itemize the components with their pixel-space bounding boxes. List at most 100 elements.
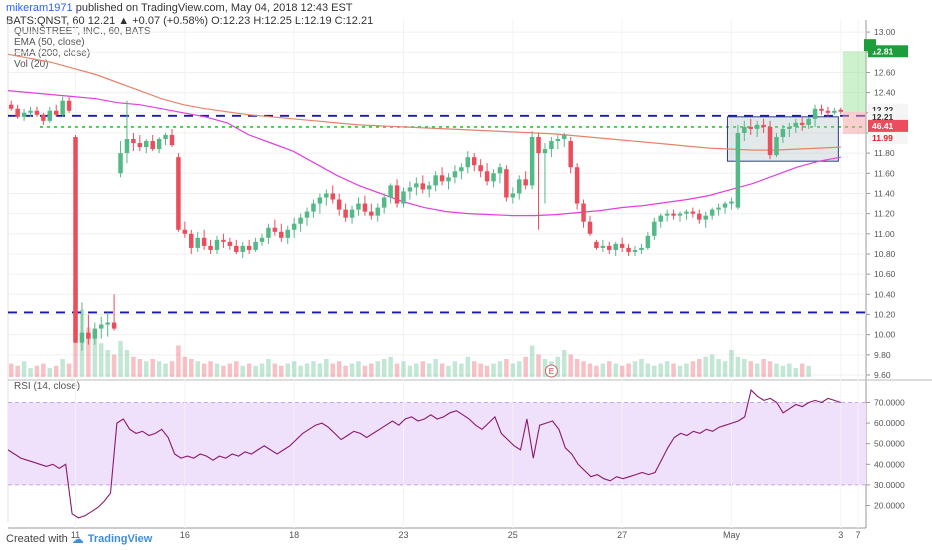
volume-bar <box>799 363 805 377</box>
volume-bar <box>774 363 779 377</box>
candle-body <box>806 118 811 125</box>
candle-body <box>542 149 548 154</box>
ema50-line <box>7 90 841 217</box>
candle-body <box>639 247 644 250</box>
volume-bar <box>259 363 265 377</box>
candle-body <box>259 237 265 242</box>
volume-bar <box>221 365 226 377</box>
price-tick-label: 10.00 <box>874 330 896 340</box>
volume-bar <box>671 363 676 377</box>
volume-bar <box>684 363 689 377</box>
candle-body <box>555 139 561 142</box>
price-axis-label-bg <box>868 110 908 123</box>
volume-bar <box>304 363 310 377</box>
price-tick-label: 12.60 <box>874 67 896 77</box>
candle-body <box>562 134 567 139</box>
volume-bar <box>716 359 721 377</box>
price-tick-label: 9.60 <box>874 370 891 380</box>
candle-body <box>253 241 258 250</box>
volume-bar <box>208 361 213 377</box>
candle-body <box>420 183 426 190</box>
candle-body <box>221 239 226 242</box>
volume-bar <box>53 365 59 377</box>
price-axis-label-bg <box>868 45 908 58</box>
price-tick-label: 11.20 <box>874 209 895 219</box>
time-tick-label: 18 <box>289 530 299 540</box>
candle-body <box>600 245 606 248</box>
volume-bar <box>324 359 329 377</box>
tradingview-brand[interactable]: TradingView <box>87 533 153 545</box>
volume-bar <box>176 345 181 377</box>
volume-bar <box>227 363 233 377</box>
volume-bar <box>664 361 670 377</box>
volume-bar <box>562 350 567 377</box>
candle-body <box>343 209 348 218</box>
candle-body <box>497 167 503 174</box>
volume-bar <box>144 361 149 377</box>
target-marker <box>864 39 876 52</box>
volume-bar <box>349 363 355 377</box>
volume-bar <box>426 363 432 377</box>
candle-body <box>709 209 715 216</box>
volume-bar <box>729 350 734 377</box>
volume-bar <box>150 359 155 377</box>
price-tick-label: 10.60 <box>874 269 896 279</box>
price-tick-label: 10.80 <box>874 249 896 259</box>
candle-body <box>375 207 381 216</box>
volume-bar <box>118 341 123 377</box>
volume-bar <box>28 368 33 377</box>
volume-bar <box>787 363 792 377</box>
volume-bar <box>484 365 490 377</box>
volume-bar <box>343 365 348 377</box>
candle-body <box>439 175 445 182</box>
volume-bar <box>697 359 702 377</box>
candle-body <box>658 215 663 222</box>
candle-body <box>529 136 535 186</box>
volume-bar <box>317 363 323 377</box>
volume-bar <box>330 363 336 377</box>
candle-body <box>761 124 766 127</box>
chart-header: mikeram1971 published on TradingView.com… <box>6 2 353 14</box>
volume-bar <box>369 363 374 377</box>
candle-body <box>356 203 361 210</box>
candle-body <box>98 324 104 329</box>
candle-body <box>304 211 310 218</box>
candle-body <box>774 136 779 156</box>
created-with-label: Created with <box>6 533 68 545</box>
volume-bar <box>742 359 747 377</box>
candle-body <box>266 227 271 238</box>
volume-bar <box>311 361 316 377</box>
volume-bar <box>613 363 618 377</box>
price-axis-label-bg <box>868 131 908 144</box>
volume-bar <box>47 368 53 377</box>
volume-bar <box>504 359 509 377</box>
tradingview-logo-icon: ☁ <box>71 532 84 546</box>
published-info: published on TradingView.com, May 04, 20… <box>75 2 353 14</box>
candle-body <box>664 213 670 216</box>
candle-body <box>311 203 316 212</box>
candle-body <box>53 110 59 115</box>
candle-body <box>703 215 708 220</box>
volume-bar <box>607 361 612 377</box>
candle-body <box>291 223 297 230</box>
candle-body <box>131 139 136 144</box>
candle-body <box>478 165 483 172</box>
candle-body <box>568 141 573 168</box>
volume-bar <box>272 363 278 377</box>
author-link[interactable]: mikeram1971 <box>6 2 73 14</box>
candle-body <box>574 167 580 204</box>
volume-bar <box>291 361 297 377</box>
volume-bar <box>92 336 98 377</box>
candle-body <box>137 143 143 148</box>
volume-bar <box>703 356 708 377</box>
candle-body <box>60 100 65 115</box>
price-axis-label: 12.81 <box>872 46 894 56</box>
candle-body <box>92 328 98 339</box>
volume-bar <box>433 359 438 377</box>
volume-bar <box>780 365 786 377</box>
candle-body <box>21 112 27 117</box>
volume-bar <box>246 363 252 377</box>
price-tick-label: 11.00 <box>874 229 895 239</box>
candle-body <box>124 139 130 154</box>
rsi-tick-label: 20.0000 <box>874 501 905 511</box>
